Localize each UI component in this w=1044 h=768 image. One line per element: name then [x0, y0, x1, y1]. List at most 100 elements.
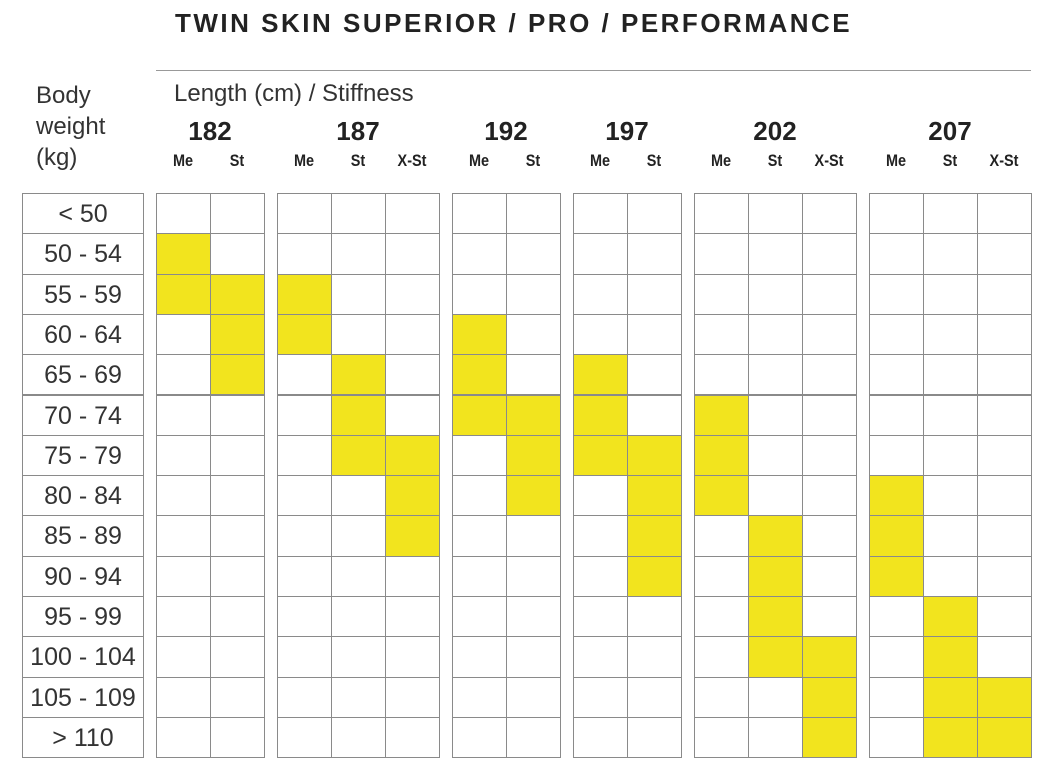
cell	[573, 354, 628, 396]
cell	[627, 515, 682, 557]
cell	[573, 716, 628, 759]
cell	[748, 273, 803, 315]
cell	[802, 193, 857, 235]
row-label: 55 - 59	[22, 273, 144, 315]
cell	[385, 636, 440, 678]
cell	[331, 394, 386, 436]
cell	[385, 515, 440, 557]
cell	[748, 716, 803, 759]
stiffness-label: St	[767, 151, 783, 170]
stiffness-label: St	[646, 151, 662, 170]
cell	[802, 434, 857, 477]
row-label: 90 - 94	[22, 555, 144, 597]
cell	[331, 193, 386, 235]
cell	[573, 394, 628, 436]
cell	[869, 676, 924, 718]
cell	[573, 676, 628, 718]
cell	[385, 676, 440, 718]
cell	[977, 313, 1032, 356]
cell	[694, 555, 749, 597]
cell	[977, 354, 1032, 396]
cell	[694, 273, 749, 315]
cell	[802, 394, 857, 436]
cell	[331, 434, 386, 477]
row-label: 85 - 89	[22, 515, 144, 557]
cell	[573, 515, 628, 557]
cell	[869, 555, 924, 597]
cell	[977, 193, 1032, 235]
cell	[385, 434, 440, 477]
cell	[869, 313, 924, 356]
cell	[331, 313, 386, 356]
cell	[452, 475, 507, 517]
cell	[694, 636, 749, 678]
cell	[452, 273, 507, 315]
cell	[869, 273, 924, 315]
row-label: 65 - 69	[22, 354, 144, 396]
cell	[748, 555, 803, 597]
cell	[977, 475, 1032, 517]
cell	[748, 313, 803, 356]
cell	[802, 636, 857, 678]
cell	[385, 193, 440, 235]
row-label: 100 - 104	[22, 636, 144, 678]
cell	[923, 313, 978, 356]
cell	[156, 596, 211, 638]
cell	[156, 193, 211, 235]
cell	[331, 515, 386, 557]
cell	[694, 313, 749, 356]
stiffness-label: St	[942, 151, 958, 170]
cell	[573, 233, 628, 275]
cell	[573, 475, 628, 517]
cell	[156, 394, 211, 436]
cell	[210, 394, 265, 436]
stiffness-label: Me	[710, 151, 732, 170]
cell	[385, 394, 440, 436]
cell	[277, 233, 332, 275]
cell	[506, 716, 561, 759]
cell	[277, 676, 332, 718]
cell	[573, 555, 628, 597]
cell	[277, 636, 332, 678]
cell	[923, 354, 978, 396]
cell	[694, 233, 749, 275]
cell	[506, 354, 561, 396]
cell	[452, 636, 507, 678]
stiffness-label: Me	[172, 151, 194, 170]
cell	[210, 676, 265, 718]
cell	[385, 716, 440, 759]
stiffness-label: X-St	[989, 151, 1019, 170]
cell	[748, 596, 803, 638]
cell	[977, 515, 1032, 557]
length-label: 192	[484, 116, 528, 146]
cell	[156, 475, 211, 517]
cell	[331, 716, 386, 759]
cell	[694, 716, 749, 759]
row-label: 75 - 79	[22, 434, 144, 477]
cell	[573, 193, 628, 235]
cell	[156, 313, 211, 356]
cell	[331, 354, 386, 396]
cell	[156, 676, 211, 718]
cell	[156, 434, 211, 477]
cell	[869, 354, 924, 396]
cell	[977, 394, 1032, 436]
cell	[977, 596, 1032, 638]
cell	[627, 193, 682, 235]
length-label: 187	[336, 116, 380, 146]
cell	[802, 596, 857, 638]
cell	[694, 354, 749, 396]
cell	[385, 475, 440, 517]
cell	[156, 716, 211, 759]
cell	[156, 273, 211, 315]
cell	[506, 636, 561, 678]
cell	[748, 515, 803, 557]
cell	[869, 596, 924, 638]
cell	[506, 434, 561, 477]
cell	[277, 475, 332, 517]
cell	[627, 313, 682, 356]
cell	[977, 273, 1032, 315]
cell	[452, 716, 507, 759]
cell	[506, 555, 561, 597]
